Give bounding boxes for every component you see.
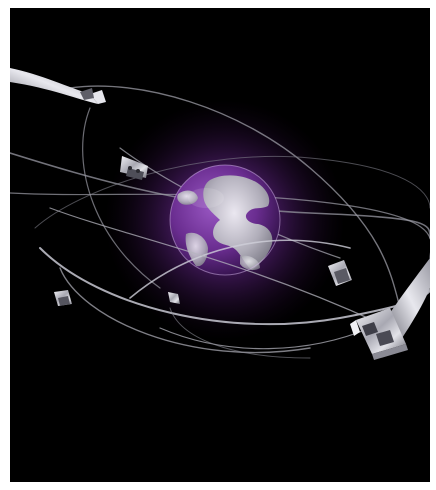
aluminium-profile-lower-left [54, 290, 72, 306]
orbit-ribbons-front [39, 107, 430, 359]
aluminium-profile-top-left [10, 68, 106, 104]
aluminium-profile-right-middle [328, 260, 352, 286]
aluminium-profile-middle-left [120, 156, 148, 180]
globe [169, 164, 281, 276]
image-scene [10, 8, 430, 482]
aluminium-profile-large-right [350, 258, 430, 360]
globe-illustration [10, 68, 430, 360]
aluminium-profile-center-low [168, 292, 180, 304]
